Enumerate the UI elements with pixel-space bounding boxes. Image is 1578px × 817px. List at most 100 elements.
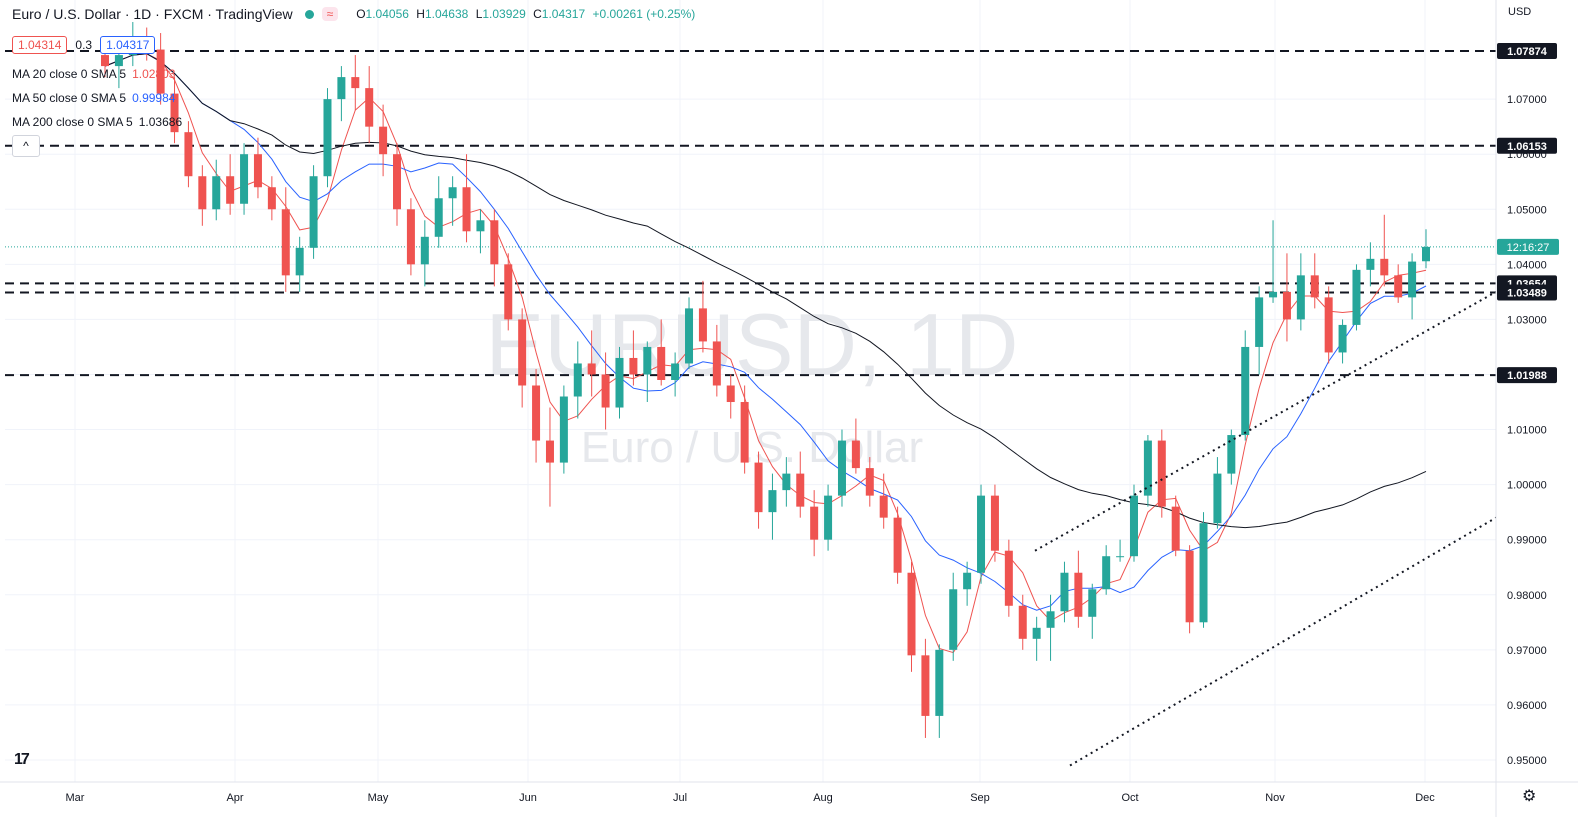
- ma20-legend[interactable]: MA 20 close 0 SMA 5 1.02803: [12, 67, 175, 81]
- trade-panel: 1.04314 0.3 1.04317: [12, 36, 156, 54]
- candle-body: [1185, 550, 1194, 623]
- y-tick-label: 1.04000: [1507, 259, 1547, 271]
- candle-body: [406, 209, 415, 265]
- candle-body: [698, 308, 707, 342]
- candle-body: [379, 126, 388, 155]
- candle-body: [1394, 275, 1403, 298]
- tradingview-logo-icon[interactable]: 17: [14, 751, 30, 768]
- chart-header: Euro / U.S. Dollar · 1D · FXCM · Trading…: [12, 6, 695, 22]
- candle-body: [740, 402, 749, 463]
- candle-body: [365, 88, 374, 127]
- collapse-legend-button[interactable]: ^: [12, 135, 40, 157]
- candle-body: [490, 220, 499, 265]
- candle-body: [657, 346, 666, 380]
- candle-body: [1366, 258, 1375, 270]
- candle-body: [337, 77, 346, 100]
- candle-body: [1352, 269, 1361, 325]
- close-value: 1.04317: [541, 7, 586, 21]
- candle-body: [114, 55, 123, 67]
- x-tick-label: Jun: [519, 792, 537, 804]
- buy-price-button[interactable]: 1.04317: [100, 36, 156, 54]
- watermark-symbol: EURUSD, 1D: [486, 295, 1019, 394]
- level-label-bg: [1497, 137, 1557, 154]
- x-tick-label: Dec: [1415, 792, 1435, 804]
- candle-body: [573, 363, 582, 397]
- candle-body: [1046, 611, 1055, 628]
- candle-body: [837, 440, 846, 496]
- ohlc-readout: O1.04056 H1.04638 L1.03929 C1.04317 +0.0…: [356, 7, 696, 21]
- candle-body: [587, 363, 596, 375]
- candle-body: [977, 495, 986, 573]
- candle-body: [295, 247, 304, 276]
- y-tick-label: 0.99000: [1507, 535, 1547, 547]
- change-value: +0.00261 (+0.25%): [592, 7, 696, 21]
- candle-body: [1213, 473, 1222, 524]
- wave-icon[interactable]: ≈: [321, 7, 339, 21]
- candle-body: [796, 473, 805, 507]
- low-value: 1.03929: [482, 7, 526, 21]
- lower-channel-trendline: [1069, 516, 1497, 767]
- candle-body: [240, 154, 249, 204]
- candle-body: [1324, 297, 1333, 353]
- level-label-bg: [1497, 42, 1557, 59]
- candle-body: [810, 506, 819, 540]
- candle-body: [1199, 523, 1208, 623]
- ma50-label: MA 50 close 0 SMA 5: [12, 91, 127, 105]
- settings-gear-icon[interactable]: ⚙: [1522, 788, 1537, 805]
- y-tick-label: 0.95000: [1507, 755, 1547, 767]
- candle-body: [462, 187, 471, 232]
- candle-body: [504, 264, 513, 320]
- currency-selector[interactable]: USD: [1508, 6, 1532, 18]
- candle-body: [476, 220, 485, 232]
- candle-body: [949, 589, 958, 650]
- candle-body: [226, 176, 235, 204]
- y-tick-label: 1.03000: [1507, 314, 1547, 326]
- candle-body: [1129, 495, 1138, 557]
- open-value: 1.04056: [365, 7, 409, 21]
- y-tick-label: 0.97000: [1507, 645, 1547, 657]
- price-axis[interactable]: 1.070001.060001.050001.040001.030001.020…: [1495, 0, 1559, 817]
- candle-body: [1380, 258, 1389, 276]
- ma200-value: 1.03686: [138, 115, 183, 129]
- trendlines: [1034, 291, 1497, 767]
- candle-body: [935, 649, 944, 716]
- candle-body: [685, 308, 694, 364]
- candle-body: [1171, 506, 1180, 551]
- ma200-label: MA 200 close 0 SMA 5: [12, 115, 133, 129]
- ma200-legend[interactable]: MA 200 close 0 SMA 5 1.03686: [12, 115, 182, 129]
- candle-body: [629, 357, 638, 375]
- candle-body: [1157, 440, 1166, 507]
- candle-body: [184, 132, 193, 177]
- candle-body: [309, 176, 318, 248]
- horizontal-levels: [5, 49, 1496, 377]
- candle-body: [323, 99, 332, 177]
- upper-channel-trendline: [1034, 291, 1497, 552]
- x-tick-label: Mar: [66, 792, 85, 804]
- spread-value: 0.3: [75, 38, 93, 52]
- candle-body: [1102, 556, 1111, 590]
- candle-body: [1255, 297, 1264, 347]
- candle-body: [879, 495, 888, 518]
- candle-body: [1088, 589, 1097, 617]
- x-tick-label: Jul: [673, 792, 687, 804]
- time-axis[interactable]: Mar Apr May Jun Jul Aug Sep Oct Nov Dec: [0, 781, 1578, 804]
- candle-body: [559, 396, 568, 463]
- level-label: 1.07874: [1507, 46, 1548, 58]
- candle-body: [643, 346, 652, 375]
- sell-price-button[interactable]: 1.04314: [12, 36, 68, 54]
- y-tick-label: 1.01000: [1507, 425, 1547, 437]
- candle-body: [1269, 291, 1278, 298]
- symbol-title[interactable]: Euro / U.S. Dollar · 1D · FXCM · Trading…: [12, 6, 293, 22]
- level-label: 1.01988: [1507, 370, 1547, 382]
- x-tick-label: Sep: [970, 792, 990, 804]
- candle-body: [156, 49, 165, 94]
- candle-body: [726, 385, 735, 403]
- candle-body: [615, 357, 624, 408]
- candle-body: [1310, 275, 1319, 298]
- candle-body: [1004, 550, 1013, 606]
- countdown-label-bg: [1497, 238, 1559, 255]
- y-tick-label: 0.98000: [1507, 590, 1547, 602]
- ma50-legend[interactable]: MA 50 close 0 SMA 5 0.99984: [12, 91, 175, 105]
- x-tick-label: Oct: [1121, 792, 1138, 804]
